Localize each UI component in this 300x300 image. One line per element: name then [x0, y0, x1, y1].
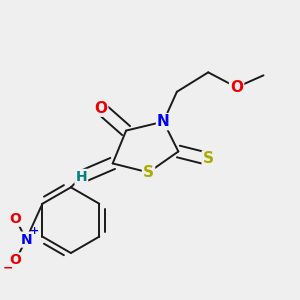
Text: S: S — [143, 165, 154, 180]
Text: S: S — [203, 152, 214, 166]
Text: +: + — [30, 226, 39, 236]
Text: O: O — [230, 80, 243, 95]
Text: −: − — [3, 262, 13, 275]
Text: O: O — [94, 101, 107, 116]
Text: N: N — [157, 114, 170, 129]
Text: N: N — [20, 232, 32, 247]
Text: O: O — [10, 212, 22, 226]
Text: O: O — [10, 254, 22, 268]
Text: H: H — [76, 170, 87, 184]
